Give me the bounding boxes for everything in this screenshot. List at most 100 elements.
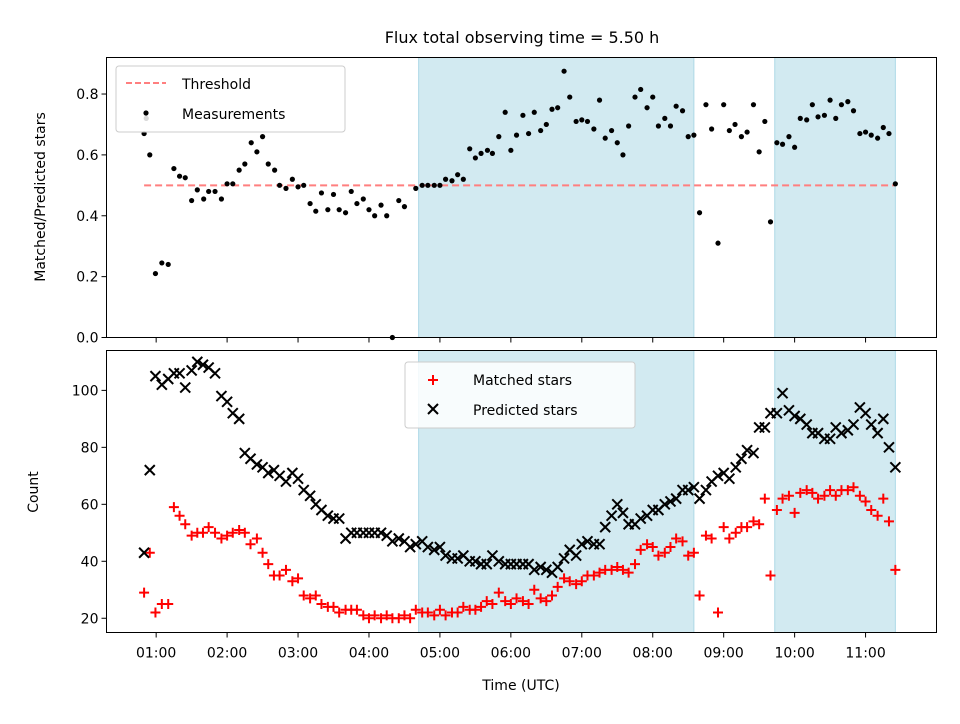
- predicted-star-point: [493, 555, 505, 567]
- matched-star-point: [305, 593, 316, 604]
- matched-star-point: [487, 599, 498, 610]
- predicted-star-point: [209, 367, 221, 379]
- matched-star-point: [635, 544, 646, 555]
- measurement-point: [442, 176, 449, 182]
- measurement-point: [307, 200, 313, 207]
- measurement-point: [738, 134, 745, 140]
- x-tick-label: 10:00: [774, 646, 814, 662]
- measurement-point: [875, 135, 881, 141]
- measurement-point: [797, 115, 803, 121]
- predicted-star-point: [179, 381, 191, 394]
- predicted-star-point: [877, 413, 890, 425]
- predicted-star-point: [593, 538, 606, 550]
- predicted-star-point: [144, 464, 156, 476]
- measurement-point: [201, 196, 207, 202]
- measurement-point: [673, 103, 679, 109]
- matched-star-point: [429, 610, 440, 621]
- predicted-star-point: [551, 561, 564, 573]
- matched-star-point: [363, 613, 374, 624]
- predicted-star-point: [712, 470, 724, 482]
- matched-star-point: [168, 502, 179, 513]
- measurement-point: [283, 185, 289, 191]
- predicted-star-point: [634, 512, 647, 525]
- measurement-point: [147, 152, 153, 158]
- measurement-point: [360, 196, 366, 202]
- measurement-point: [549, 106, 555, 112]
- measurement-point: [336, 207, 342, 213]
- predicted-stars-points: [138, 356, 902, 579]
- predicted-star-point: [670, 492, 682, 505]
- matched-star-point: [866, 505, 877, 516]
- matched-star-point: [771, 505, 782, 516]
- matched-star-point: [541, 596, 552, 607]
- matched-legend-marker: [428, 375, 438, 385]
- matched-star-point: [665, 542, 676, 553]
- measurement-point: [573, 118, 579, 125]
- predicted-star-point: [469, 555, 482, 567]
- measurement-point: [655, 123, 662, 129]
- matched-star-point: [878, 493, 889, 504]
- measurement-point: [230, 181, 236, 187]
- predicted-star-point: [611, 498, 623, 511]
- bottom-axes-frame: [106, 350, 937, 633]
- matched-star-point: [222, 530, 233, 541]
- matched-star-point: [724, 533, 735, 544]
- bottom-legend: Matched stars Predicted stars: [404, 361, 636, 429]
- predicted-star-point: [191, 356, 204, 368]
- measurement-point: [620, 152, 626, 158]
- matched-star-point: [700, 530, 711, 541]
- measurement-point: [301, 182, 307, 188]
- matched-star-point: [440, 610, 451, 621]
- measurement-point: [218, 196, 225, 202]
- measurement-point: [289, 176, 295, 182]
- matched-star-point: [251, 533, 262, 544]
- measurement-point: [372, 213, 378, 219]
- measurement-point: [484, 147, 491, 153]
- measurement-point: [750, 102, 757, 108]
- predicted-star-point: [576, 538, 588, 550]
- measurement-point: [248, 140, 254, 146]
- matched-star-point: [801, 485, 812, 496]
- top-y-axis: 0.0 0.2 0.4 0.6 0.8: [76, 87, 107, 347]
- predicted-star-point: [540, 564, 553, 576]
- matched-star-point: [369, 610, 380, 621]
- measurement-point: [685, 134, 691, 140]
- measurement-point: [614, 140, 620, 146]
- matched-star-point: [376, 613, 387, 624]
- x-tick-label: 11:00: [845, 646, 885, 662]
- measurement-point: [366, 207, 372, 213]
- measurement-point: [413, 185, 419, 191]
- measurement-point: [838, 102, 845, 108]
- predicted-star-point: [747, 447, 760, 459]
- matched-star-point: [571, 579, 582, 590]
- matched-star-point: [239, 527, 250, 538]
- matched-star-point: [257, 547, 268, 558]
- predicted-star-point: [197, 359, 209, 371]
- measurement-point: [478, 150, 484, 156]
- measurement-point: [236, 167, 242, 173]
- measurement-point: [650, 94, 656, 100]
- predicted-star-point: [185, 364, 198, 377]
- measurement-point: [259, 134, 266, 140]
- measurement-point: [696, 210, 703, 216]
- matched-star-point: [410, 604, 421, 615]
- matched-star-point: [381, 610, 392, 621]
- measurement-point: [721, 102, 727, 108]
- x-tick-label: 07:00: [562, 646, 602, 662]
- x-axis-label: Time (UTC): [481, 678, 559, 694]
- y-tick-label: 0.6: [76, 148, 98, 164]
- measurement-point: [744, 129, 750, 135]
- measurement-point: [496, 134, 502, 140]
- measurement-point: [425, 182, 431, 188]
- predicted-star-point: [723, 472, 736, 485]
- matched-star-point: [227, 527, 238, 538]
- measurement-point: [626, 123, 632, 129]
- x-tick-label: 06:00: [491, 646, 531, 662]
- predicted-star-point: [410, 538, 422, 550]
- measurement-point: [489, 150, 496, 156]
- measurement-point: [591, 126, 597, 132]
- x-tick-label: 08:00: [633, 646, 673, 662]
- measurement-point: [821, 112, 828, 118]
- predicted-star-point: [262, 467, 274, 479]
- matched-star-point: [688, 547, 699, 558]
